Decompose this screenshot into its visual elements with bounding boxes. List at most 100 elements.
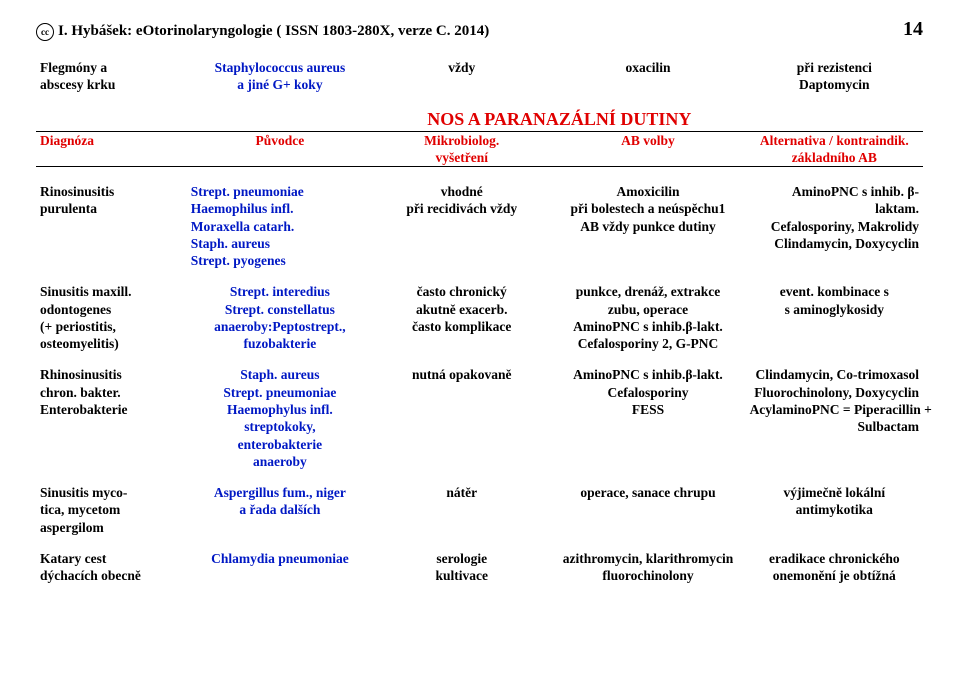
cell-alt: výjimečně lokální antimykotika — [746, 484, 923, 536]
text: a jiné G+ koky — [191, 76, 369, 93]
col-header: Původce — [187, 132, 373, 167]
cell-alt: Clindamycin, Co-trimoxasol Fluorochinolo… — [746, 366, 923, 470]
text: Haemophylus infl. — [191, 401, 369, 418]
cell-agent: Staphylococcus aureus a jiné G+ koky — [187, 59, 373, 94]
text: Cefalosporiny, Makrolidy — [750, 218, 919, 235]
cell-diagnosis: Sinusitis maxill. odontogenes (+ periost… — [36, 283, 187, 352]
cell-diagnosis: Sinusitis myco- tica, mycetom aspergilom — [36, 484, 187, 536]
cell-agent: Strept. pneumoniae Haemophilus infl. Mor… — [187, 183, 373, 269]
table-row: Rhinosinusitis chron. bakter. Enterobakt… — [36, 366, 923, 470]
text: Moraxella catarh. — [191, 218, 369, 235]
text: Strept. pneumoniae — [191, 183, 369, 200]
text: při bolestech a neúspěchu1 — [554, 200, 741, 217]
text: chron. bakter. — [40, 384, 183, 401]
cc-icon: cc — [36, 23, 54, 41]
table-row: Rinosinusitis purulenta Strept. pneumoni… — [36, 183, 923, 269]
col-header: AB volby — [550, 132, 745, 167]
text: Haemophilus infl. — [191, 200, 369, 217]
text: s aminoglykosidy — [750, 301, 919, 318]
cell-agent: Aspergillus fum., niger a řada dalších — [187, 484, 373, 536]
cell-alt: eradikace chronického onemonění je obtíž… — [746, 550, 923, 585]
text: Flegmóny a — [40, 59, 183, 76]
cell-exam: serologie kultivace — [373, 550, 550, 585]
text: tica, mycetom — [40, 501, 183, 518]
text: streptokoky, — [191, 418, 369, 435]
text: Staph. aureus — [191, 235, 369, 252]
divider — [36, 166, 923, 167]
text: AminoPNC s inhib. β-laktam. — [750, 183, 919, 218]
col-header: Alternativa / kontraindik. základního AB — [746, 132, 923, 167]
text: Rinosinusitis — [40, 183, 183, 200]
cell-diagnosis: Katary cest dýchacích obecně — [36, 550, 187, 585]
text: nutná opakovaně — [377, 366, 546, 383]
text: při rezistenci — [750, 59, 919, 76]
cell-agent: Chlamydia pneumoniae — [187, 550, 373, 585]
text: Chlamydia pneumoniae — [191, 550, 369, 567]
text: FESS — [554, 401, 741, 418]
text: enterobakterie — [191, 436, 369, 453]
text: Sinusitis maxill. — [40, 283, 183, 300]
cell-alt: AminoPNC s inhib. β-laktam. Cefalosporin… — [746, 183, 923, 269]
text: zubu, operace — [554, 301, 741, 318]
text: AcylaminoPNC = Piperacillin + — [750, 401, 919, 418]
text: Alternativa / kontraindik. — [750, 132, 919, 149]
cell-ab: Amoxicilin při bolestech a neúspěchu1 AB… — [550, 183, 745, 269]
column-header-row: Diagnóza Původce Mikrobiolog. vyšetření … — [36, 132, 923, 167]
text: nátěr — [377, 484, 546, 501]
text: Amoxicilin — [554, 183, 741, 200]
text: Katary cest — [40, 550, 183, 567]
text: Mikrobiolog. — [377, 132, 546, 149]
text: akutně exacerb. — [377, 301, 546, 318]
cell-exam: vždy — [373, 59, 550, 94]
text: vyšetření — [377, 149, 546, 166]
text: Clindamycin, Doxycyclin — [750, 235, 919, 252]
text: výjimečně lokální — [750, 484, 919, 501]
text: Staphylococcus aureus — [191, 59, 369, 76]
text: často komplikace — [377, 318, 546, 335]
text: vhodné — [377, 183, 546, 200]
text: fuzobakterie — [191, 335, 369, 352]
col-header: Mikrobiolog. vyšetření — [373, 132, 550, 167]
cell-alt: event. kombinace s s aminoglykosidy — [746, 283, 923, 352]
text: Fluorochinolony, Doxycyclin — [750, 384, 919, 401]
text: Aspergillus fum., niger — [191, 484, 369, 501]
table-row: Sinusitis maxill. odontogenes (+ periost… — [36, 283, 923, 352]
content-table: Flegmóny a abscesy krku Staphylococcus a… — [36, 59, 923, 584]
text: fluorochinolony — [554, 567, 741, 584]
text: azithromycin, klarithromycin — [554, 550, 741, 567]
section-title: NOS A PARANAZÁLNÍ DUTINY — [377, 108, 742, 131]
text: základního AB — [750, 149, 919, 166]
text: onemonění je obtížná — [750, 567, 919, 584]
document-header: cc I. Hybášek: eOtorinolaryngologie ( IS… — [36, 18, 923, 41]
text: anaeroby — [191, 453, 369, 470]
text: dýchacích obecně — [40, 567, 183, 584]
text: často chronický — [377, 283, 546, 300]
col-header: Diagnóza — [36, 132, 187, 167]
text: serologie — [377, 550, 546, 567]
text: (+ periostitis, — [40, 318, 183, 335]
cell-ab: AminoPNC s inhib.β-lakt. Cefalosporiny F… — [550, 366, 745, 470]
text: oxacilin — [554, 59, 741, 76]
table-row: Sinusitis myco- tica, mycetom aspergilom… — [36, 484, 923, 536]
page-number: 14 — [903, 18, 923, 41]
text: Strept. pneumoniae — [191, 384, 369, 401]
text: odontogenes — [40, 301, 183, 318]
cell-exam: nutná opakovaně — [373, 366, 550, 470]
text: punkce, drenáž, extrakce — [554, 283, 741, 300]
text: Clindamycin, Co-trimoxasol — [750, 366, 919, 383]
section-heading-row: NOS A PARANAZÁLNÍ DUTINY — [36, 108, 923, 131]
text: Daptomycin — [750, 76, 919, 93]
text: eradikace chronického — [750, 550, 919, 567]
cell-agent: Staph. aureus Strept. pneumoniae Haemoph… — [187, 366, 373, 470]
text: anaeroby:Peptostrept., — [191, 318, 369, 335]
text: Sinusitis myco- — [40, 484, 183, 501]
text: event. kombinace s — [750, 283, 919, 300]
text: Strept. interedius — [191, 283, 369, 300]
cell-exam: nátěr — [373, 484, 550, 536]
cell-ab: azithromycin, klarithromycin fluorochino… — [550, 550, 745, 585]
text: kultivace — [377, 567, 546, 584]
cell-diagnosis: Rinosinusitis purulenta — [36, 183, 187, 269]
text: Enterobakterie — [40, 401, 183, 418]
text: purulenta — [40, 200, 183, 217]
cell-ab: operace, sanace chrupu — [550, 484, 745, 536]
